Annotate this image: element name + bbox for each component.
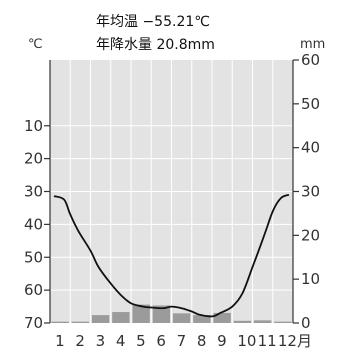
month-tick-label: 7: [177, 332, 187, 350]
precipitation-bar: [213, 312, 231, 323]
precipitation-tick-label: 30: [301, 183, 320, 201]
precipitation-ticks: 0 10 20 30 40 50 60: [293, 51, 320, 332]
temperature-tick-label: 50: [24, 248, 43, 266]
annual-precipitation-label: 年降水量 20.8mm: [96, 37, 215, 53]
precipitation-bar: [172, 313, 191, 323]
month-tick-label: 6: [156, 332, 166, 350]
precipitation-bar: [112, 312, 130, 323]
precipitation-tick-label: 40: [301, 139, 320, 157]
precipitation-bar: [132, 304, 150, 323]
precipitation-tick-label: 10: [301, 270, 320, 288]
month-tick-label: 9: [217, 332, 227, 350]
precipitation-bars: [51, 304, 292, 323]
precipitation-unit-label: mm: [300, 37, 325, 52]
precipitation-bar: [71, 321, 90, 323]
temperature-ticks: 70 60 50 40 30 20 10: [24, 117, 50, 332]
month-tick-label: 10: [237, 332, 256, 350]
precipitation-bar: [152, 305, 171, 323]
month-tick-label: 5: [136, 332, 146, 350]
mean-temperature-label: 年均温 −55.21℃: [96, 14, 210, 30]
precipitation-bar: [91, 315, 110, 323]
month-tick-label: 11: [258, 332, 277, 350]
precipitation-tick-label: 0: [301, 314, 311, 332]
temperature-tick-label: 20: [24, 150, 43, 168]
precipitation-tick-label: 20: [301, 226, 320, 244]
precipitation-bar: [274, 321, 292, 323]
month-tick-label: 4: [116, 332, 126, 350]
precipitation-tick-label: 50: [301, 95, 320, 113]
month-tick-labels: 1 2 3 4 5 6 7 8 9 10 11 12月: [55, 332, 312, 350]
precipitation-bar: [233, 320, 252, 323]
temperature-tick-label: 40: [24, 215, 43, 233]
temperature-line: [53, 193, 290, 318]
month-tick-label: 2: [75, 332, 85, 350]
month-tick-label: 3: [96, 332, 106, 350]
precipitation-bar: [51, 321, 69, 323]
month-tick-label: 1: [55, 332, 65, 350]
precipitation-bar: [253, 320, 272, 323]
grid-lines: [50, 60, 293, 323]
temperature-unit-label: ℃: [28, 37, 43, 52]
temperature-tick-label: 30: [24, 183, 43, 201]
month-tick-label: 8: [197, 332, 207, 350]
precipitation-bar: [193, 315, 211, 323]
temperature-tick-label: 10: [24, 117, 43, 135]
temperature-tick-label: 60: [24, 281, 43, 299]
month-tick-label: 12月: [278, 332, 312, 350]
precipitation-tick-label: 60: [301, 51, 320, 69]
temperature-tick-label: 70: [24, 314, 43, 332]
